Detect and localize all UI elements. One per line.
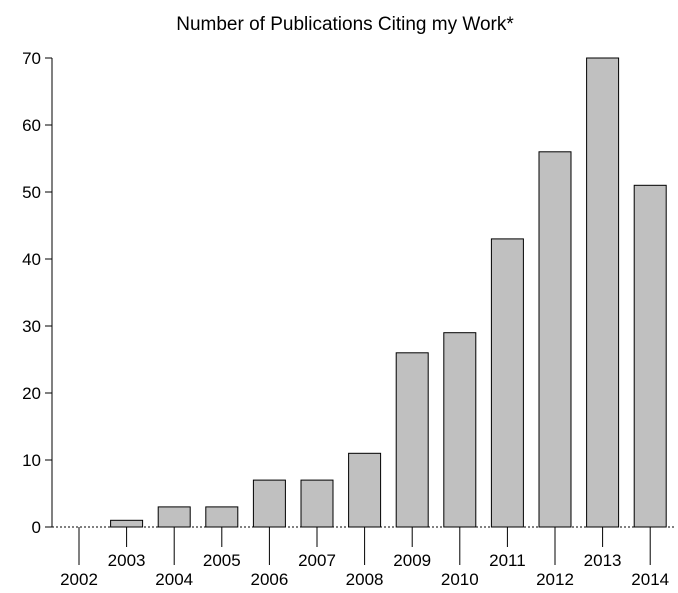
bar: [443, 332, 477, 528]
y-tick-label: 20: [22, 384, 41, 403]
bar: [205, 506, 239, 528]
x-tick-label: 2011: [489, 551, 526, 570]
x-tick-label: 2014: [631, 570, 669, 589]
bar: [252, 479, 286, 528]
bar: [395, 352, 429, 528]
bar: [300, 479, 334, 528]
chart-title: Number of Publications Citing my Work*: [176, 14, 514, 35]
x-tick-label: 2009: [393, 551, 431, 570]
x-tick-label: 2012: [536, 570, 574, 589]
y-tick-label: 50: [22, 183, 41, 202]
y-tick-label: 10: [22, 451, 41, 470]
x-tick-label: 2003: [108, 551, 146, 570]
bar: [348, 452, 382, 528]
y-tick-label: 40: [22, 250, 41, 269]
bar: [586, 57, 620, 528]
x-axis: 2002 2003 2004 2005 2006 2007 2008 2009 2010 2011…: [52, 526, 674, 589]
x-tick-label: 2013: [584, 551, 622, 570]
x-tick-label: 2007: [298, 551, 336, 570]
bar: [538, 151, 572, 528]
x-tick-label: 2010: [441, 570, 479, 589]
bars: [110, 57, 667, 528]
bar: [490, 238, 524, 528]
y-tick-label: 60: [22, 116, 41, 135]
bar: [633, 184, 667, 528]
x-tick-label: 2004: [155, 570, 193, 589]
x-tick-label: 2006: [250, 570, 288, 589]
x-tick-label: 2002: [60, 570, 98, 589]
x-tick-label: 2008: [346, 570, 384, 589]
bar: [157, 506, 191, 528]
y-axis: 0 10 20 30 40 50 60 70: [22, 49, 53, 537]
bar: [110, 519, 144, 528]
y-tick-label: 0: [32, 518, 41, 537]
y-tick-label: 70: [22, 49, 41, 68]
y-tick-label: 30: [22, 317, 41, 336]
x-tick-label: 2005: [203, 551, 241, 570]
